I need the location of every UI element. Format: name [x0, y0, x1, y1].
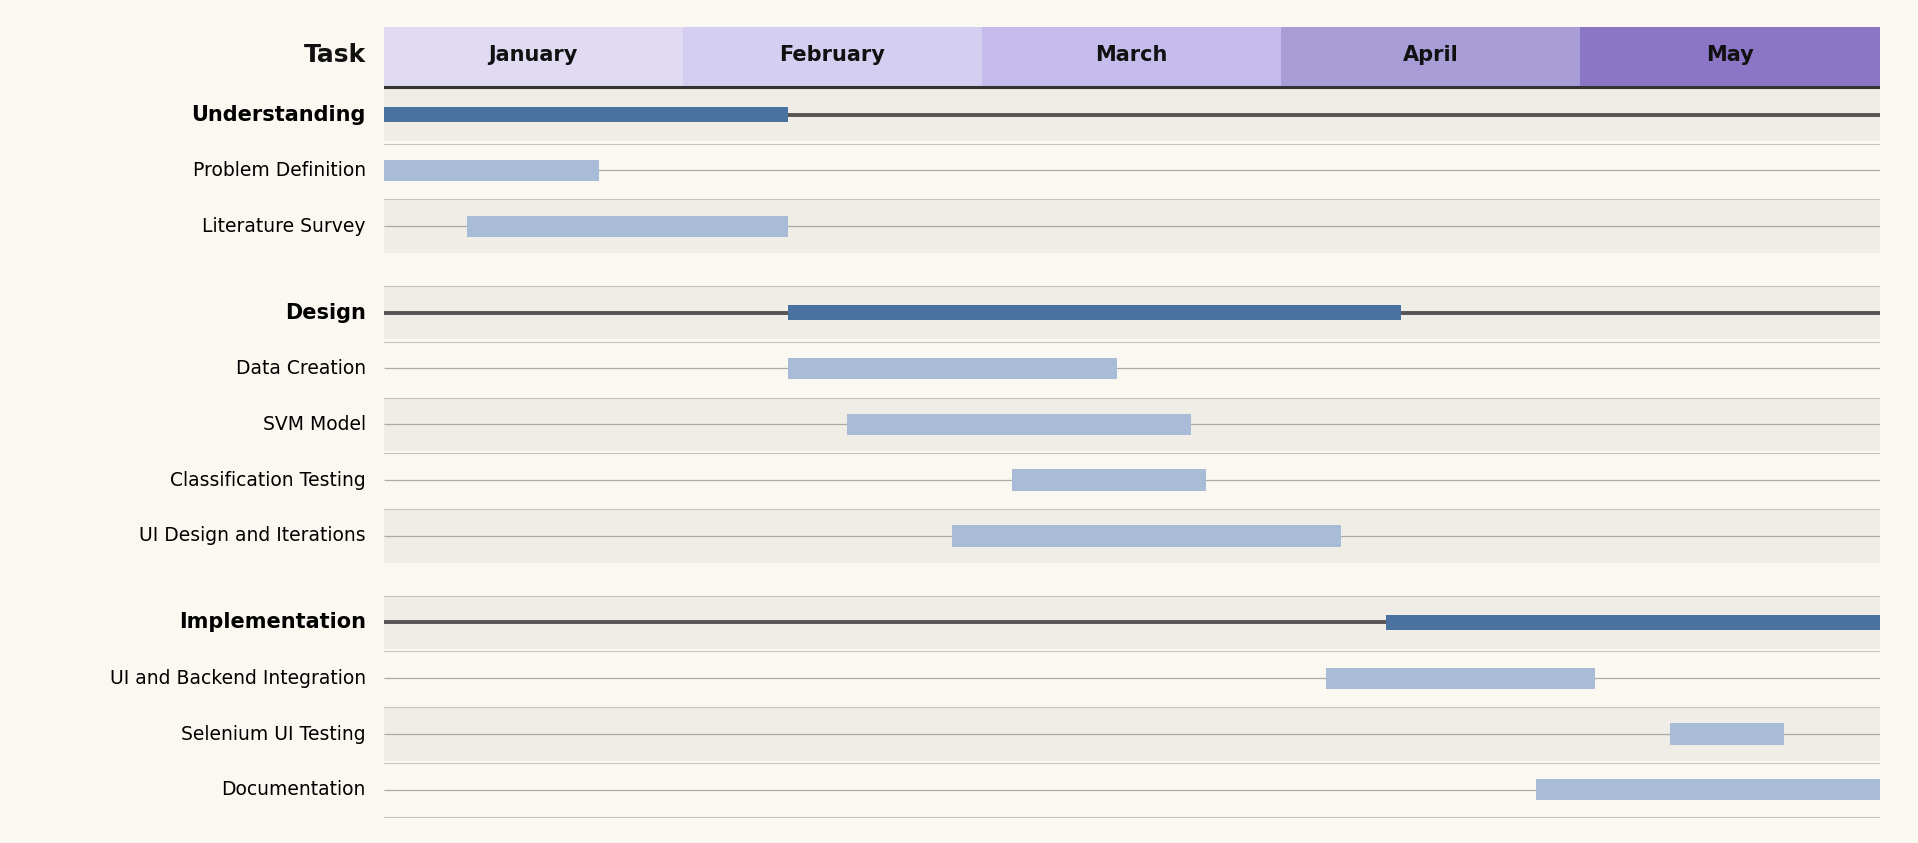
- Bar: [468, 216, 788, 237]
- Bar: [848, 414, 1191, 435]
- Bar: [384, 652, 1880, 705]
- Bar: [1013, 470, 1206, 491]
- Bar: [788, 358, 1116, 379]
- Text: Task: Task: [303, 43, 366, 67]
- Bar: [384, 763, 1880, 817]
- Text: Documentation: Documentation: [221, 781, 366, 799]
- Text: Data Creation: Data Creation: [236, 359, 366, 378]
- Bar: [1536, 779, 1880, 800]
- Text: April: April: [1402, 45, 1460, 65]
- Bar: [384, 88, 1880, 142]
- Bar: [384, 707, 1880, 760]
- Bar: [384, 341, 1880, 395]
- Text: Problem Definition: Problem Definition: [192, 161, 366, 180]
- Text: Understanding: Understanding: [192, 105, 366, 125]
- Bar: [683, 27, 982, 85]
- Bar: [384, 107, 788, 122]
- Text: January: January: [489, 45, 577, 65]
- Bar: [1580, 27, 1880, 85]
- Bar: [384, 509, 1880, 562]
- Text: Selenium UI Testing: Selenium UI Testing: [180, 724, 366, 744]
- Text: SVM Model: SVM Model: [263, 415, 366, 434]
- Text: May: May: [1707, 45, 1753, 65]
- Text: Classification Testing: Classification Testing: [171, 470, 366, 490]
- Bar: [384, 596, 1880, 649]
- Text: February: February: [779, 45, 886, 65]
- Bar: [1325, 668, 1596, 689]
- Text: Implementation: Implementation: [178, 612, 366, 632]
- Bar: [982, 27, 1281, 85]
- Bar: [1281, 27, 1580, 85]
- Text: Design: Design: [284, 303, 366, 323]
- Text: March: March: [1095, 45, 1168, 65]
- Bar: [384, 200, 1880, 253]
- Bar: [384, 27, 683, 85]
- Text: Literature Survey: Literature Survey: [201, 217, 366, 236]
- Bar: [384, 286, 1880, 340]
- Bar: [384, 160, 598, 181]
- Bar: [1671, 723, 1784, 744]
- Bar: [384, 143, 1880, 197]
- Text: UI Design and Iterations: UI Design and Iterations: [138, 526, 366, 545]
- Bar: [384, 454, 1880, 507]
- Text: UI and Backend Integration: UI and Backend Integration: [109, 668, 366, 688]
- Bar: [788, 305, 1400, 320]
- Bar: [951, 525, 1341, 546]
- Bar: [1387, 615, 1880, 631]
- Bar: [384, 398, 1880, 451]
